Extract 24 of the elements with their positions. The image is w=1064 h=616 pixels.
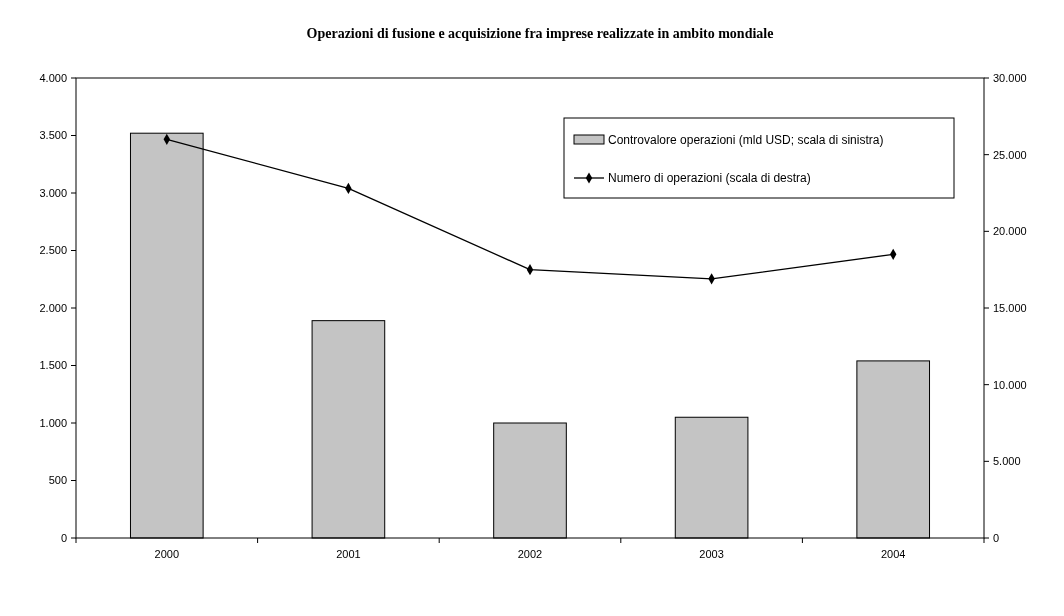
x-tick-label: 2002 <box>517 548 543 560</box>
legend-label: Numero di operazioni (scala di destra) <box>608 171 811 186</box>
legend-label: Controvalore operazioni (mld USD; scala di sinistra) <box>608 133 884 148</box>
y2-tick-label: 30.000 <box>993 71 1027 84</box>
x-tick-label: 2000 <box>154 548 180 560</box>
y-tick-label: 0 <box>60 531 67 544</box>
chart-title: Operazioni di fusione e acquisizione fra imprese realizzate in ambito mondiale <box>306 26 774 41</box>
y-tick-label: 2.500 <box>39 244 67 257</box>
y-tick-label: 3.000 <box>39 186 67 199</box>
y2-tick-label: 5.000 <box>993 455 1021 468</box>
y-tick-label: 4.000 <box>39 71 67 84</box>
y2-tick-label: 10.000 <box>993 378 1027 391</box>
y2-tick-label: 25.000 <box>993 148 1027 161</box>
x-tick-label: 2004 <box>880 548 906 560</box>
y-tick-label: 1.000 <box>39 416 67 429</box>
x-tick-label: 2001 <box>336 548 361 560</box>
x-tick-label: 2003 <box>699 548 724 560</box>
y-tick-label: 1.500 <box>39 359 67 372</box>
y-tick-label: 3.500 <box>39 129 67 142</box>
y2-tick-label: 0 <box>993 531 1000 544</box>
y-tick-label: 2.000 <box>39 301 67 314</box>
y2-tick-label: 20.000 <box>993 225 1027 238</box>
y2-tick-label: 15.000 <box>993 301 1027 314</box>
y-tick-label: 500 <box>48 474 67 487</box>
